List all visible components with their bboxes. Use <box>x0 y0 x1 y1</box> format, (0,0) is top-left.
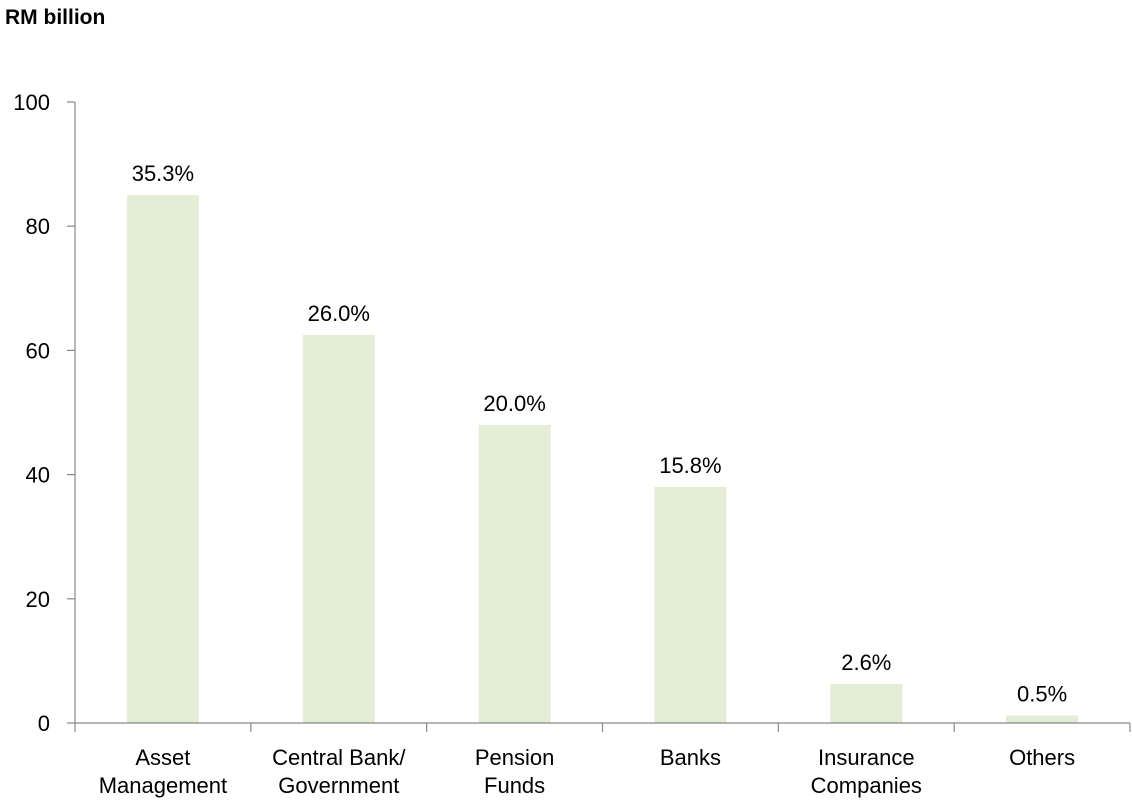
data-label-2: 20.0% <box>483 391 545 416</box>
axes-group <box>67 101 1131 732</box>
category-label-5: Others <box>1009 745 1075 770</box>
data-label-5: 0.5% <box>1017 682 1067 707</box>
labels-group: 35.3% Asset Management 26.0% Central Bank/Go… <box>13 90 1075 798</box>
category-label-0: Asset Management <box>99 745 227 798</box>
category-label-3: Banks <box>660 745 721 770</box>
data-label-0: 35.3% <box>132 161 194 186</box>
y-tick-label-5: 100 <box>13 90 50 115</box>
y-tick-label-3: 60 <box>26 338 50 363</box>
category-label-4: Insurance Companies <box>811 745 922 798</box>
bars-group <box>126 195 1079 724</box>
y-axis-unit-label: RM billion <box>5 6 105 29</box>
bar-5 <box>1006 715 1079 723</box>
data-label-3: 15.8% <box>659 453 721 478</box>
bar-2 <box>478 424 551 723</box>
bar-1 <box>302 334 375 723</box>
category-label-1: Central Bank/Government <box>272 745 406 798</box>
y-tick-label-2: 40 <box>26 463 50 488</box>
bar-4 <box>830 683 903 723</box>
data-label-1: 26.0% <box>308 301 370 326</box>
bar-0 <box>126 195 199 724</box>
y-tick-label-0: 0 <box>38 711 50 736</box>
category-label-2: Pension Funds <box>475 745 555 798</box>
bar-3 <box>654 487 727 723</box>
y-tick-label-1: 20 <box>26 587 50 612</box>
data-label-4: 2.6% <box>841 650 891 675</box>
y-tick-label-4: 80 <box>26 214 50 239</box>
